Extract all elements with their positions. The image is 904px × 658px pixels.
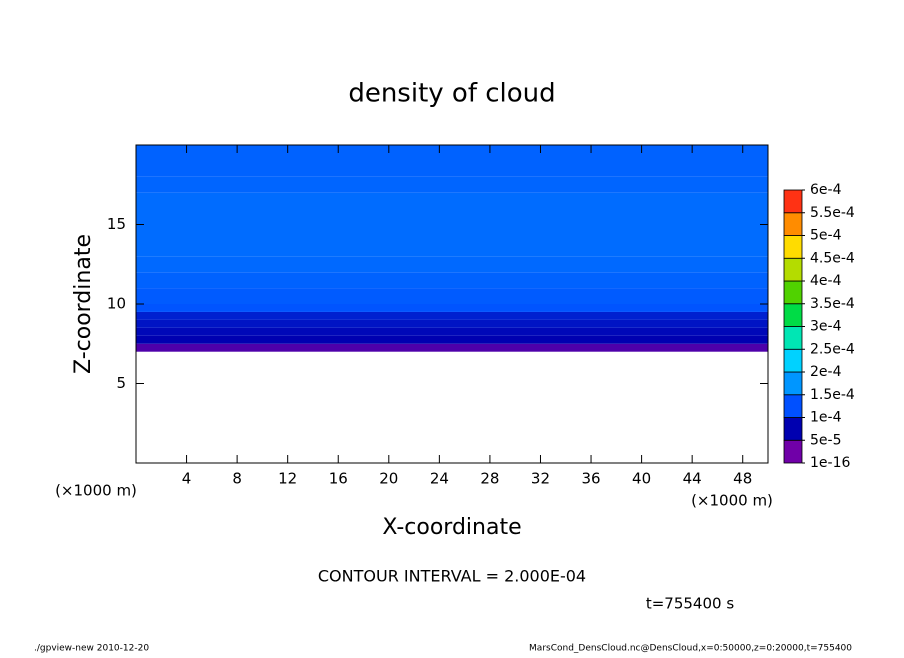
colorbar-label: 3.5e-4 xyxy=(810,296,855,312)
footer-right: MarsCond_DensCloud.nc@DensCloud,x=0:5000… xyxy=(529,644,852,654)
colorbar-label: 4e-4 xyxy=(810,273,842,289)
x-unit: (×1000 m) xyxy=(691,492,773,510)
colorbar-label: 6e-4 xyxy=(810,182,842,198)
contour-band xyxy=(136,288,768,304)
colorbar-box xyxy=(783,303,803,327)
x-tick-label: 4 xyxy=(182,470,192,488)
x-tick-label: 24 xyxy=(430,470,449,488)
contour-band xyxy=(136,192,768,257)
x-tick-label: 32 xyxy=(531,470,550,488)
contour-band xyxy=(136,145,768,177)
chart-title: density of cloud xyxy=(348,79,555,109)
contour-note: CONTOUR INTERVAL = 2.000E-04 xyxy=(318,567,586,586)
colorbar-box xyxy=(783,417,803,441)
colorbar-box xyxy=(783,439,803,464)
footer-left: ./gpview-new 2010-12-20 xyxy=(34,644,149,654)
contour-band xyxy=(136,176,768,193)
colorbar-label: 1e-4 xyxy=(810,410,842,426)
contour-band xyxy=(136,272,768,289)
time-label: t=755400 s xyxy=(646,595,734,613)
colorbar-label: 4.5e-4 xyxy=(810,250,855,266)
colorbar-box xyxy=(783,212,803,236)
colorbar-label: 3e-4 xyxy=(810,319,842,335)
x-tick-label: 28 xyxy=(480,470,499,488)
x-tick-label: 12 xyxy=(278,470,297,488)
colorbar-label: 5e-4 xyxy=(810,228,842,244)
colorbar-box xyxy=(783,326,803,350)
y-tick-label: 15 xyxy=(107,215,126,233)
x-tick-label: 48 xyxy=(733,470,752,488)
colorbar-label: 5e-5 xyxy=(810,432,841,448)
x-axis-label: X-coordinate xyxy=(382,515,521,540)
x-tick-label: 36 xyxy=(581,470,600,488)
colorbar-label: 1.5e-4 xyxy=(810,387,855,403)
colorbar-label: 1e-16 xyxy=(810,455,850,471)
x-tick-label: 16 xyxy=(329,470,348,488)
colorbar-label: 2.5e-4 xyxy=(810,341,855,357)
colorbar-box xyxy=(783,348,803,373)
contour-band xyxy=(136,319,768,328)
colorbar-box xyxy=(783,189,803,214)
contour-band xyxy=(136,335,768,344)
contour-band xyxy=(136,343,768,352)
y-unit: (×1000 m) xyxy=(55,482,137,500)
x-tick-label: 8 xyxy=(232,470,242,488)
x-tick-label: 40 xyxy=(632,470,651,488)
colorbar-box xyxy=(783,280,803,305)
colorbar-box xyxy=(783,371,803,396)
contour-band xyxy=(136,304,768,312)
x-tick-label: 20 xyxy=(379,470,398,488)
colorbar-box xyxy=(783,235,803,259)
contour-band xyxy=(136,327,768,336)
contour-band xyxy=(136,311,768,320)
x-tick-label: 44 xyxy=(683,470,702,488)
y-tick-label: 5 xyxy=(116,374,126,392)
colorbar-box xyxy=(783,394,803,418)
colorbar-box xyxy=(783,257,803,282)
colorbar-label: 5.5e-4 xyxy=(810,205,855,221)
y-tick-label: 10 xyxy=(107,295,126,313)
contour-band xyxy=(136,256,768,273)
colorbar-label: 2e-4 xyxy=(810,364,842,380)
y-axis-label: Z-coordinate xyxy=(71,234,96,374)
